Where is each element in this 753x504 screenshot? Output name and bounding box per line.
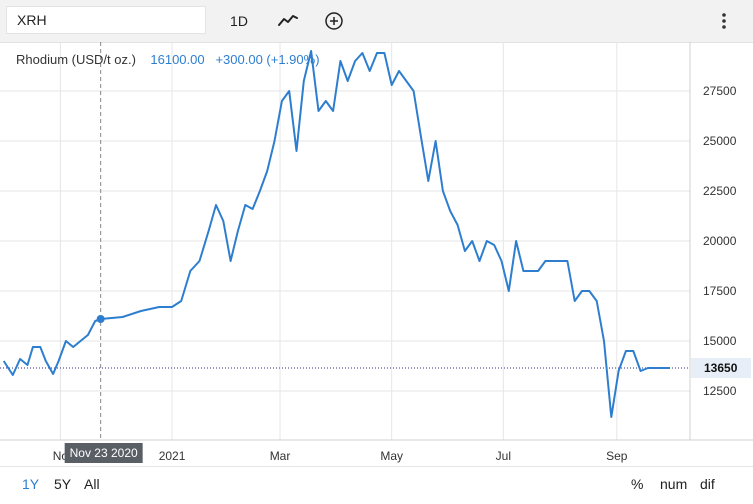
price-chart[interactable]: 12500 15000 17500 20000 22500 25000 27500 No 202… xyxy=(0,42,753,466)
chart-toolbar: XRH 1D xyxy=(0,0,753,43)
crosshair-date-box xyxy=(64,443,143,463)
last-price-box xyxy=(691,358,751,378)
legend-price: 16100.00 xyxy=(150,52,205,67)
legend-change: +300.00 (+1.90%) xyxy=(215,52,320,67)
chart-area[interactable]: 12500 15000 17500 20000 22500 25000 27500 No 202… xyxy=(0,42,753,466)
line-chart-icon[interactable] xyxy=(276,9,300,33)
vertical-dots-icon[interactable] xyxy=(714,9,734,33)
plus-circle-icon[interactable] xyxy=(322,9,348,33)
y-tick-label: 25000 xyxy=(703,134,737,148)
legend: Rhodium (USD/t oz.) 16100.00 +300.00 (+1… xyxy=(16,52,320,67)
range-5y-button[interactable]: 5Y xyxy=(54,476,72,492)
range-1y-button[interactable]: 1Y xyxy=(22,476,40,492)
y-tick-label: 17500 xyxy=(703,284,737,298)
price-series-line xyxy=(2,50,670,418)
interval-button[interactable]: 1D xyxy=(230,13,248,29)
legend-name: Rhodium (USD/t oz.) xyxy=(16,52,136,67)
range-bar: 1Y 5Y All % num dif xyxy=(0,466,753,504)
x-tick-label: 2021 xyxy=(159,449,186,463)
last-price-label: 13650 xyxy=(704,361,738,375)
y-tick-label: 12500 xyxy=(703,384,737,398)
dif-mode-button[interactable]: dif xyxy=(700,476,715,492)
x-tick-label: Mar xyxy=(270,449,291,463)
percent-mode-button[interactable]: % xyxy=(631,476,644,492)
y-tick-label: 20000 xyxy=(703,234,737,248)
y-tick-label: 15000 xyxy=(703,334,737,348)
crosshair-date-label: Nov 23 2020 xyxy=(70,446,138,460)
x-tick-label: No xyxy=(53,449,69,463)
num-mode-button[interactable]: num xyxy=(660,476,688,492)
crosshair-point xyxy=(96,315,105,323)
y-tick-label: 22500 xyxy=(703,184,737,198)
range-all-button[interactable]: All xyxy=(84,476,100,492)
symbol-input[interactable]: XRH xyxy=(6,6,206,34)
y-tick-label: 27500 xyxy=(703,84,737,98)
x-tick-label: Jul xyxy=(496,449,511,463)
x-tick-label: May xyxy=(380,449,403,463)
x-tick-label: Sep xyxy=(606,449,628,463)
